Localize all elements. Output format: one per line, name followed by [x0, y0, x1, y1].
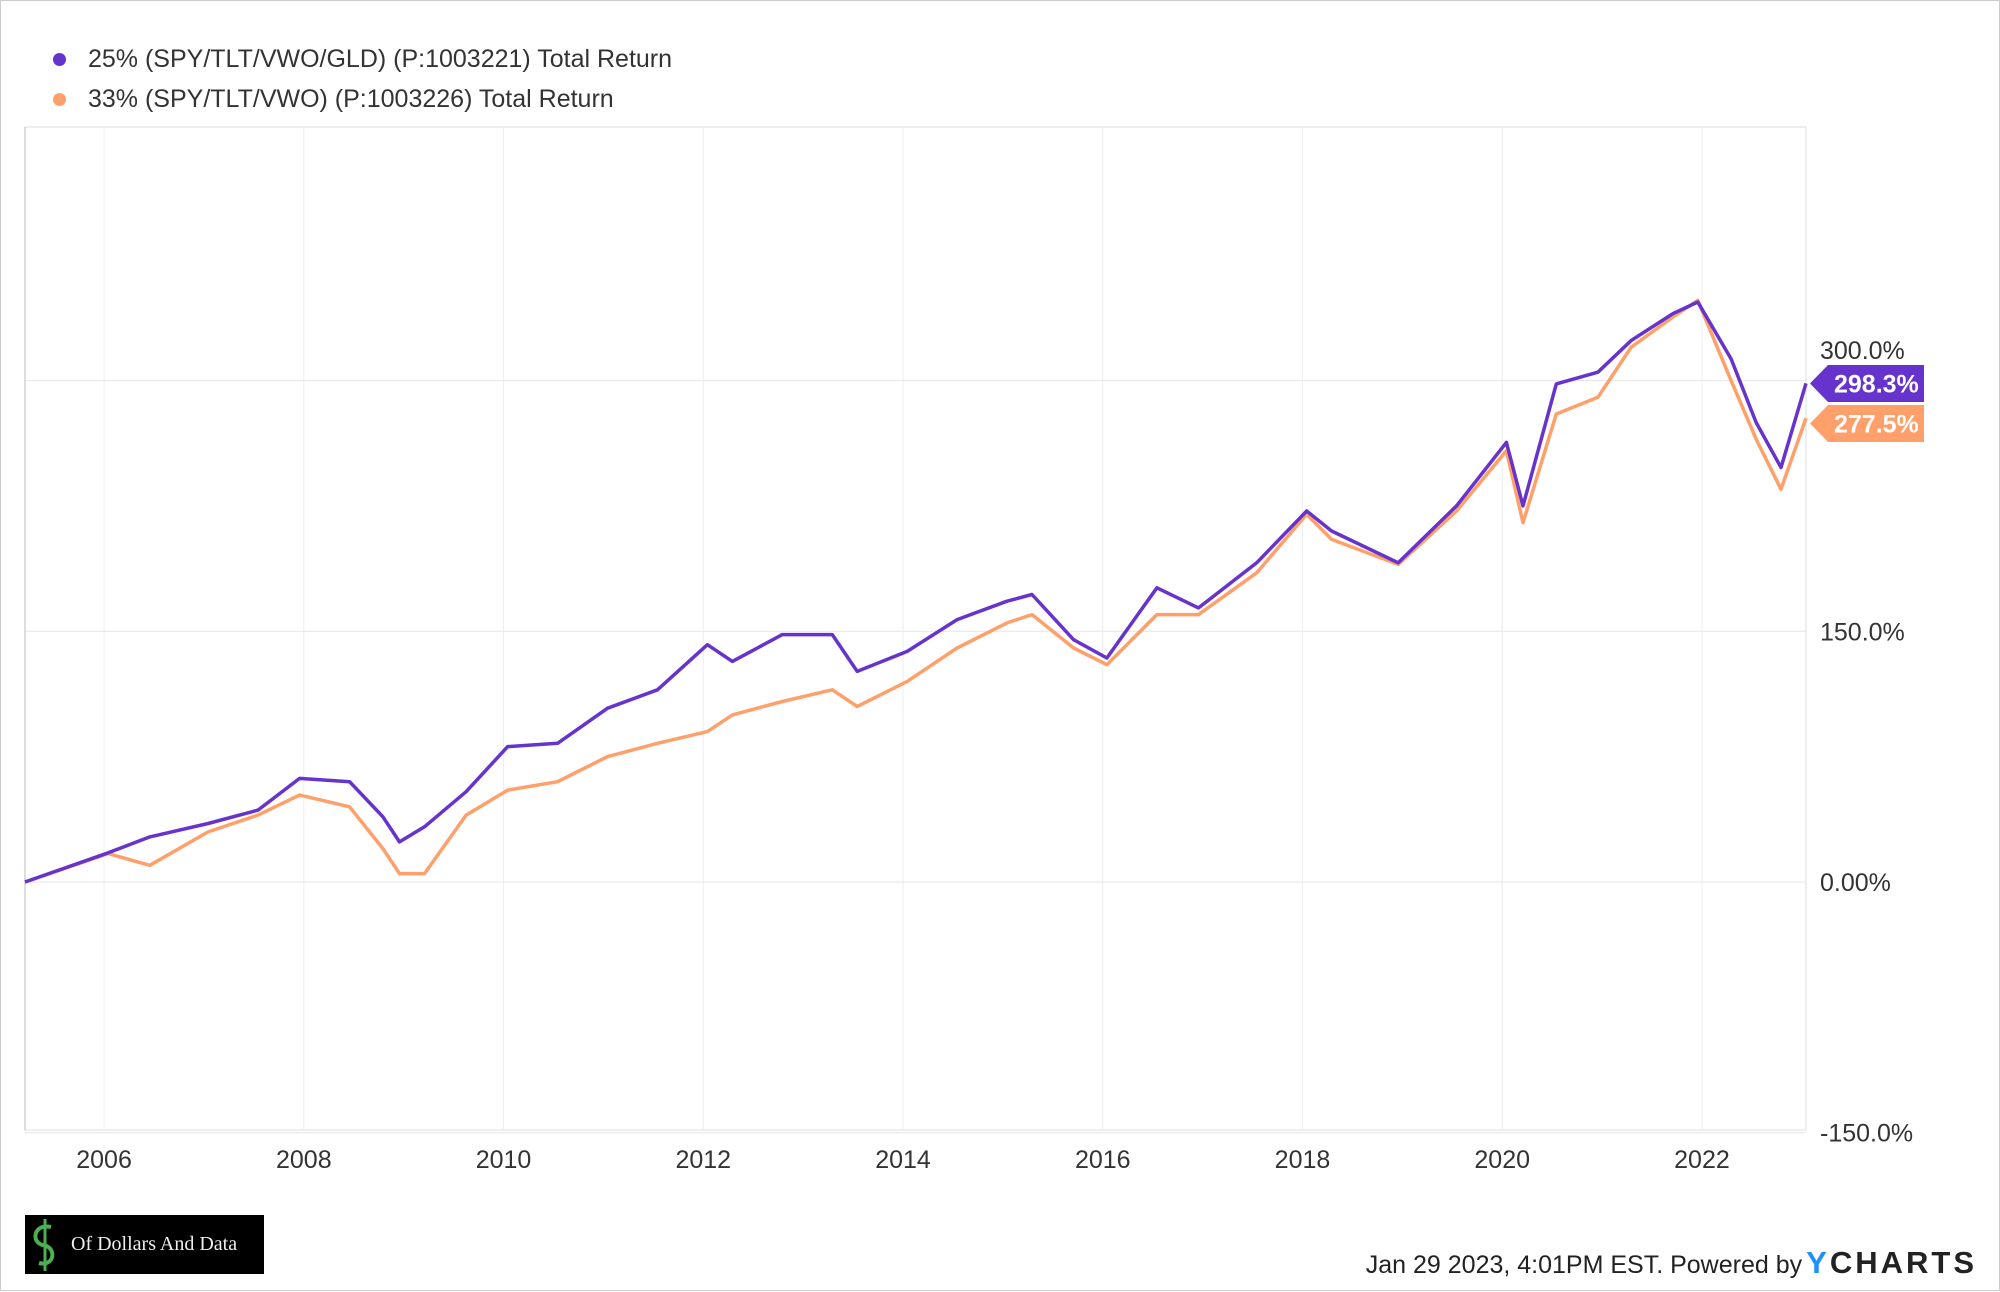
legend-item-three[interactable]: 33% (SPY/TLT/VWO) (P:1003226) Total Retu…	[53, 79, 672, 119]
series-line	[24, 300, 1808, 884]
series-dot-icon	[53, 92, 66, 106]
series-line	[24, 298, 1808, 884]
plot-area	[24, 126, 1807, 1131]
x-tick-label: 2008	[276, 1146, 332, 1174]
brand-rest: CHARTS	[1829, 1245, 1977, 1280]
end-value-label-bg	[1810, 404, 1924, 442]
legend: 25% (SPY/TLT/VWO/GLD) (P:1003221) Total …	[53, 39, 672, 119]
x-tick-label: 2012	[675, 1146, 731, 1174]
legend-label: 33% (SPY/TLT/VWO) (P:1003226) Total Retu…	[88, 84, 614, 113]
brand-y: Y	[1806, 1245, 1830, 1280]
x-tick-label: 2006	[76, 1146, 132, 1174]
y-tick-label: 0.00%	[1820, 869, 1891, 897]
logo-text: Of Dollars And Data	[71, 1233, 238, 1255]
series-dot-icon	[53, 52, 66, 66]
legend-label: 25% (SPY/TLT/VWO/GLD) (P:1003221) Total …	[88, 44, 673, 73]
ycharts-brand[interactable]: YCHARTS	[1806, 1245, 1977, 1281]
y-tick-label: 150.0%	[1820, 618, 1905, 646]
end-value-label: 277.5%	[1834, 410, 1919, 438]
x-tick-label: 2022	[1674, 1146, 1730, 1174]
y-tick-label: 300.0%	[1820, 337, 1905, 365]
logo: Of Dollars And Data	[25, 1215, 264, 1274]
x-tick-label: 2018	[1275, 1146, 1331, 1174]
x-tick-label: 2016	[1075, 1146, 1131, 1174]
x-tick-label: 2010	[476, 1146, 532, 1174]
footer-timestamp: Jan 29 2023, 4:01PM EST. Powered by	[1365, 1251, 1803, 1279]
y-tick-label: -150.0%	[1820, 1120, 1913, 1148]
x-tick-label: 2014	[875, 1146, 931, 1174]
end-value-label-bg	[1810, 364, 1924, 402]
end-value-label: 298.3%	[1834, 370, 1919, 398]
footer: Jan 29 2023, 4:01PM EST. Powered by YCHA…	[1366, 1245, 1977, 1281]
legend-item-gld[interactable]: 25% (SPY/TLT/VWO/GLD) (P:1003221) Total …	[53, 39, 672, 79]
dollar-logo-icon	[33, 1219, 55, 1271]
x-tick-label: 2020	[1474, 1146, 1530, 1174]
